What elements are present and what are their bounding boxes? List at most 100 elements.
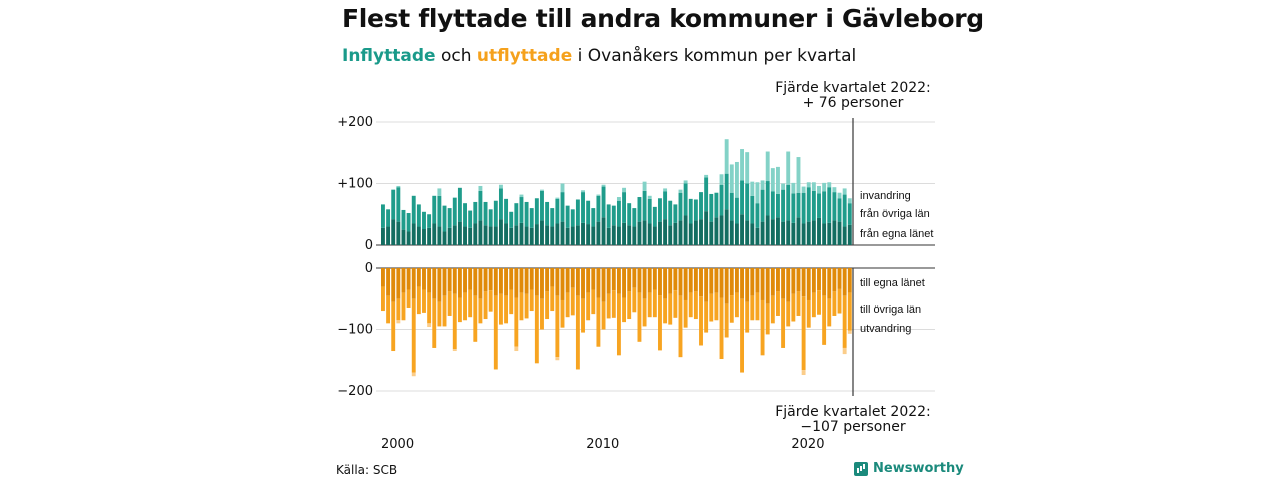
bar-out-segment: [827, 268, 832, 299]
bar-in-segment: [734, 197, 739, 224]
bar-in-segment: [575, 225, 580, 245]
bar-in-segment: [596, 221, 601, 245]
bar-out-segment: [473, 295, 478, 342]
bar-in-segment: [822, 191, 827, 224]
bar-out-segment: [422, 289, 426, 313]
bar-in-segment: [391, 189, 396, 220]
bar-out-segment: [509, 268, 514, 290]
legend-label-in: från egna länet: [860, 228, 933, 240]
bar-in-segment: [622, 222, 627, 245]
bar-out-segment: [822, 295, 827, 345]
bar-in-segment: [678, 220, 683, 245]
bar-out-segment: [786, 268, 791, 302]
bar-out-segment: [498, 268, 503, 294]
bar-in-segment: [601, 186, 606, 218]
bar-out-segment: [478, 298, 483, 324]
bar-out-segment: [847, 268, 852, 293]
bar-in-segment: [432, 195, 437, 224]
bar-in-segment: [658, 221, 662, 245]
bar-in-segment: [427, 214, 432, 228]
bar-out-segment: [642, 298, 647, 327]
bar-in-segment: [452, 225, 457, 245]
bar-in-segment: [827, 222, 832, 245]
bar-in-segment: [627, 203, 632, 226]
bar-in-segment: [663, 191, 668, 220]
bar-out-segment: [555, 357, 560, 361]
bar-out-segment: [596, 297, 601, 347]
bar-out-segment: [411, 268, 416, 299]
bar-out-segment: [704, 301, 709, 333]
bar-out-segment: [422, 268, 426, 290]
bar-in-segment: [452, 197, 457, 226]
bar-in-segment: [545, 225, 550, 245]
bar-out-segment: [427, 292, 432, 324]
bar-in-segment: [616, 197, 621, 201]
bar-in-segment: [837, 221, 842, 245]
bar-in-segment: [637, 221, 642, 245]
bar-in-segment: [468, 210, 473, 228]
bar-out-segment: [622, 297, 627, 323]
bar-in-segment: [468, 227, 473, 245]
bar-out-segment: [427, 323, 432, 328]
newsworthy-logo[interactable]: Newsworthy: [854, 461, 964, 476]
bar-in-segment: [724, 139, 729, 174]
bar-out-segment: [781, 268, 786, 299]
bar-out-segment: [801, 268, 806, 297]
bar-out-segment: [427, 268, 432, 293]
bar-out-segment: [658, 268, 662, 296]
bar-in-segment: [483, 201, 488, 226]
bar-out-segment: [842, 268, 847, 296]
bar-in-segment: [806, 182, 811, 188]
bar-out-segment: [468, 289, 473, 318]
bar-out-segment: [709, 293, 714, 322]
bar-out-segment: [483, 268, 488, 292]
bar-in-segment: [683, 180, 688, 184]
bar-in-segment: [498, 219, 503, 245]
bar-in-segment: [581, 192, 585, 223]
bar-in-segment: [534, 198, 539, 225]
bar-in-segment: [606, 227, 611, 245]
bar-out-segment: [776, 291, 780, 316]
bar-in-segment: [560, 192, 565, 222]
bar-in-segment: [509, 211, 514, 228]
bar-out-segment: [391, 301, 396, 352]
bar-out-segment: [555, 295, 560, 358]
bar-in-segment: [837, 192, 842, 199]
bar-in-segment: [663, 188, 668, 192]
bar-out-segment: [519, 268, 524, 293]
bar-in-segment: [596, 195, 601, 222]
bar-out-segment: [524, 268, 529, 294]
bar-in-segment: [709, 221, 714, 245]
bar-in-segment: [683, 183, 688, 216]
bar-in-segment: [616, 200, 621, 227]
bar-out-segment: [663, 268, 668, 299]
bar-out-segment: [447, 291, 452, 316]
bar-out-segment: [473, 268, 478, 296]
bar-out-segment: [411, 372, 416, 377]
bar-in-segment: [519, 194, 524, 198]
bar-out-segment: [745, 301, 750, 333]
bar-out-segment: [791, 293, 796, 322]
bar-out-segment: [678, 295, 683, 358]
bar-in-segment: [524, 201, 529, 227]
bar-in-segment: [704, 211, 709, 245]
bar-in-segment: [601, 217, 606, 245]
bar-out-segment: [693, 291, 698, 320]
bar-in-segment: [709, 193, 714, 222]
bar-in-segment: [745, 152, 750, 184]
bar-out-segment: [463, 268, 467, 293]
bar-out-segment: [740, 268, 744, 299]
bar-in-segment: [750, 181, 755, 196]
bar-out-segment: [545, 268, 550, 292]
bar-out-segment: [622, 268, 627, 298]
bar-out-segment: [463, 292, 467, 321]
ytick-label-bottom: −200: [337, 384, 373, 399]
bar-out-segment: [847, 292, 852, 331]
bar-out-segment: [550, 286, 555, 312]
bar-in-segment: [729, 164, 734, 193]
bar-in-segment: [760, 180, 765, 190]
bar-in-segment: [832, 187, 837, 193]
bar-in-segment: [688, 198, 693, 224]
bar-in-segment: [416, 226, 421, 245]
bar-out-segment: [457, 297, 462, 323]
